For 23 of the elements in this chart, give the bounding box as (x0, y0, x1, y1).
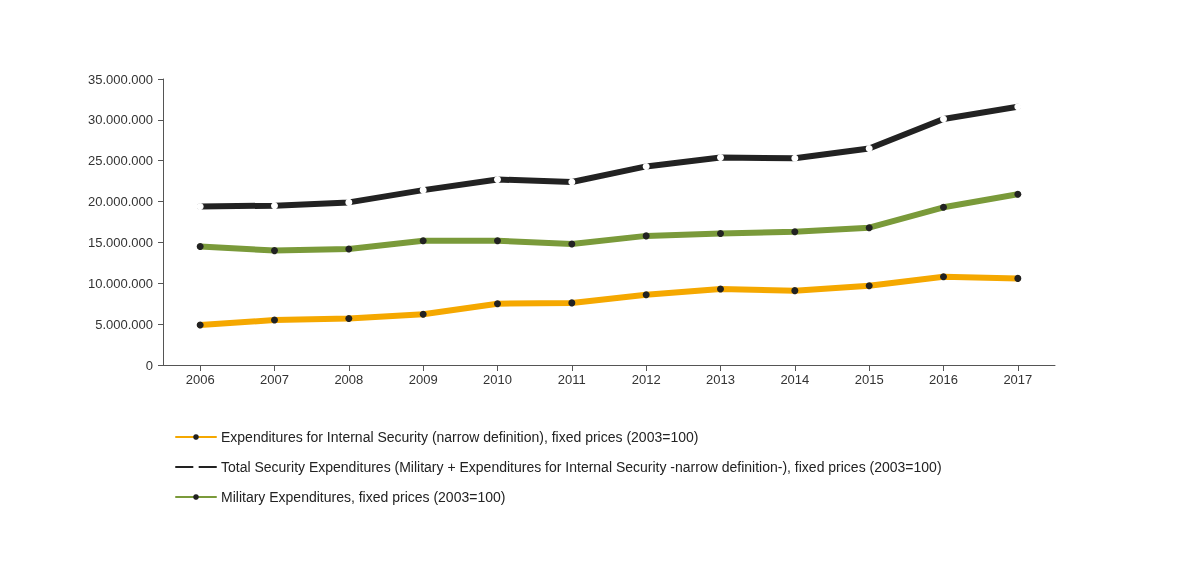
y-tick-label: 15.000.000 (87, 234, 153, 250)
y-tick-label: 30.000.000 (87, 112, 153, 128)
legend-label: Total Security Expenditures (Military + Expenditures for Internal Security -narrow definition-), fixed prices (2003=100) (221, 459, 942, 475)
x-tick-label: 2007 (260, 372, 289, 387)
x-tick-label: 2014 (780, 372, 810, 387)
x-tick-label: 2006 (185, 372, 215, 387)
y-tick-label: 10.000.000 (87, 275, 153, 291)
x-tick-label: 2012 (631, 372, 661, 387)
x-tick-label: 2008 (334, 372, 364, 387)
legend-label: Expenditures for Internal Security (narrow definition), fixed prices (2003=100) (221, 429, 699, 445)
x-tick-label: 2010 (483, 372, 512, 387)
y-tick-label: 0 (145, 357, 153, 373)
x-tick-label: 2016 (929, 372, 958, 387)
x-tick-label: 2017 (1003, 372, 1033, 387)
x-tick-label: 2013 (706, 372, 735, 387)
legend-label: Military Expenditures, fixed prices (2003=100) (221, 489, 506, 505)
x-tick-label: 2011 (557, 372, 586, 387)
y-tick-label: 5.000.000 (95, 316, 153, 332)
x-tick-label: 2015 (854, 372, 884, 387)
y-tick-label: 25.000.000 (87, 153, 153, 169)
y-tick-label: 35.000.000 (87, 71, 153, 87)
x-tick-label: 2009 (408, 372, 438, 387)
y-tick-label: 20.000.000 (87, 194, 153, 210)
